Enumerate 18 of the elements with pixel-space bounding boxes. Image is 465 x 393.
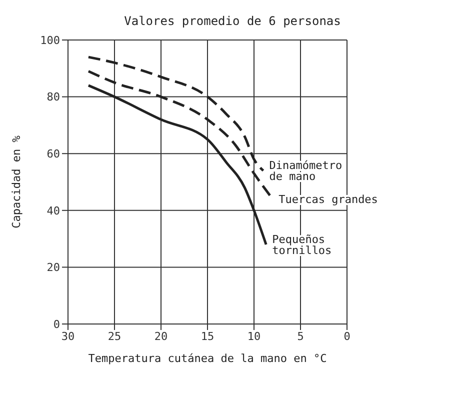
x-tick-label: 15 xyxy=(200,330,214,343)
y-tick-label: 60 xyxy=(46,148,60,161)
x-tick-label: 10 xyxy=(247,330,261,343)
y-tick-label: 0 xyxy=(53,318,60,331)
x-tick-label: 30 xyxy=(61,330,75,343)
line-series xyxy=(87,56,265,172)
y-tick-label: 20 xyxy=(46,261,60,274)
chart-title: Valores promedio de 6 personas xyxy=(123,13,342,30)
y-axis-title: Capacidad en % xyxy=(10,135,23,228)
x-axis-title: Temperatura cutánea de la mano en °C xyxy=(88,352,327,365)
x-tick-label: 20 xyxy=(154,330,168,343)
y-tick-label: 40 xyxy=(46,204,60,218)
x-tick-label: 5 xyxy=(297,330,304,343)
y-tick-label: 80 xyxy=(46,90,60,104)
x-tick-label: 0 xyxy=(344,330,350,343)
y-tick-label: 100 xyxy=(40,34,60,47)
x-tick-label: 25 xyxy=(108,330,122,343)
line-series xyxy=(87,84,268,246)
